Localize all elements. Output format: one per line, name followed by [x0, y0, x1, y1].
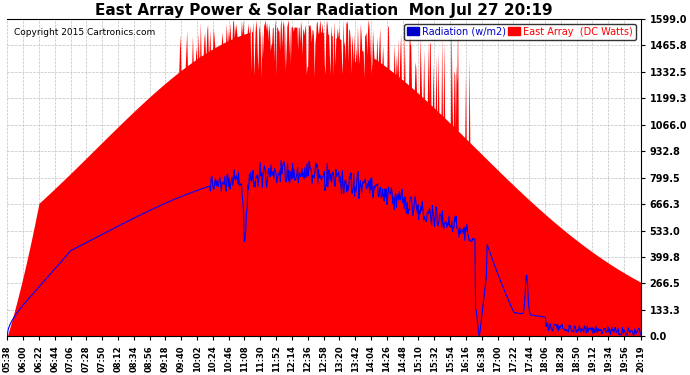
Text: Copyright 2015 Cartronics.com: Copyright 2015 Cartronics.com	[14, 28, 155, 38]
Legend: Radiation (w/m2), East Array  (DC Watts): Radiation (w/m2), East Array (DC Watts)	[404, 24, 635, 40]
Title: East Array Power & Solar Radiation  Mon Jul 27 20:19: East Array Power & Solar Radiation Mon J…	[95, 3, 553, 18]
